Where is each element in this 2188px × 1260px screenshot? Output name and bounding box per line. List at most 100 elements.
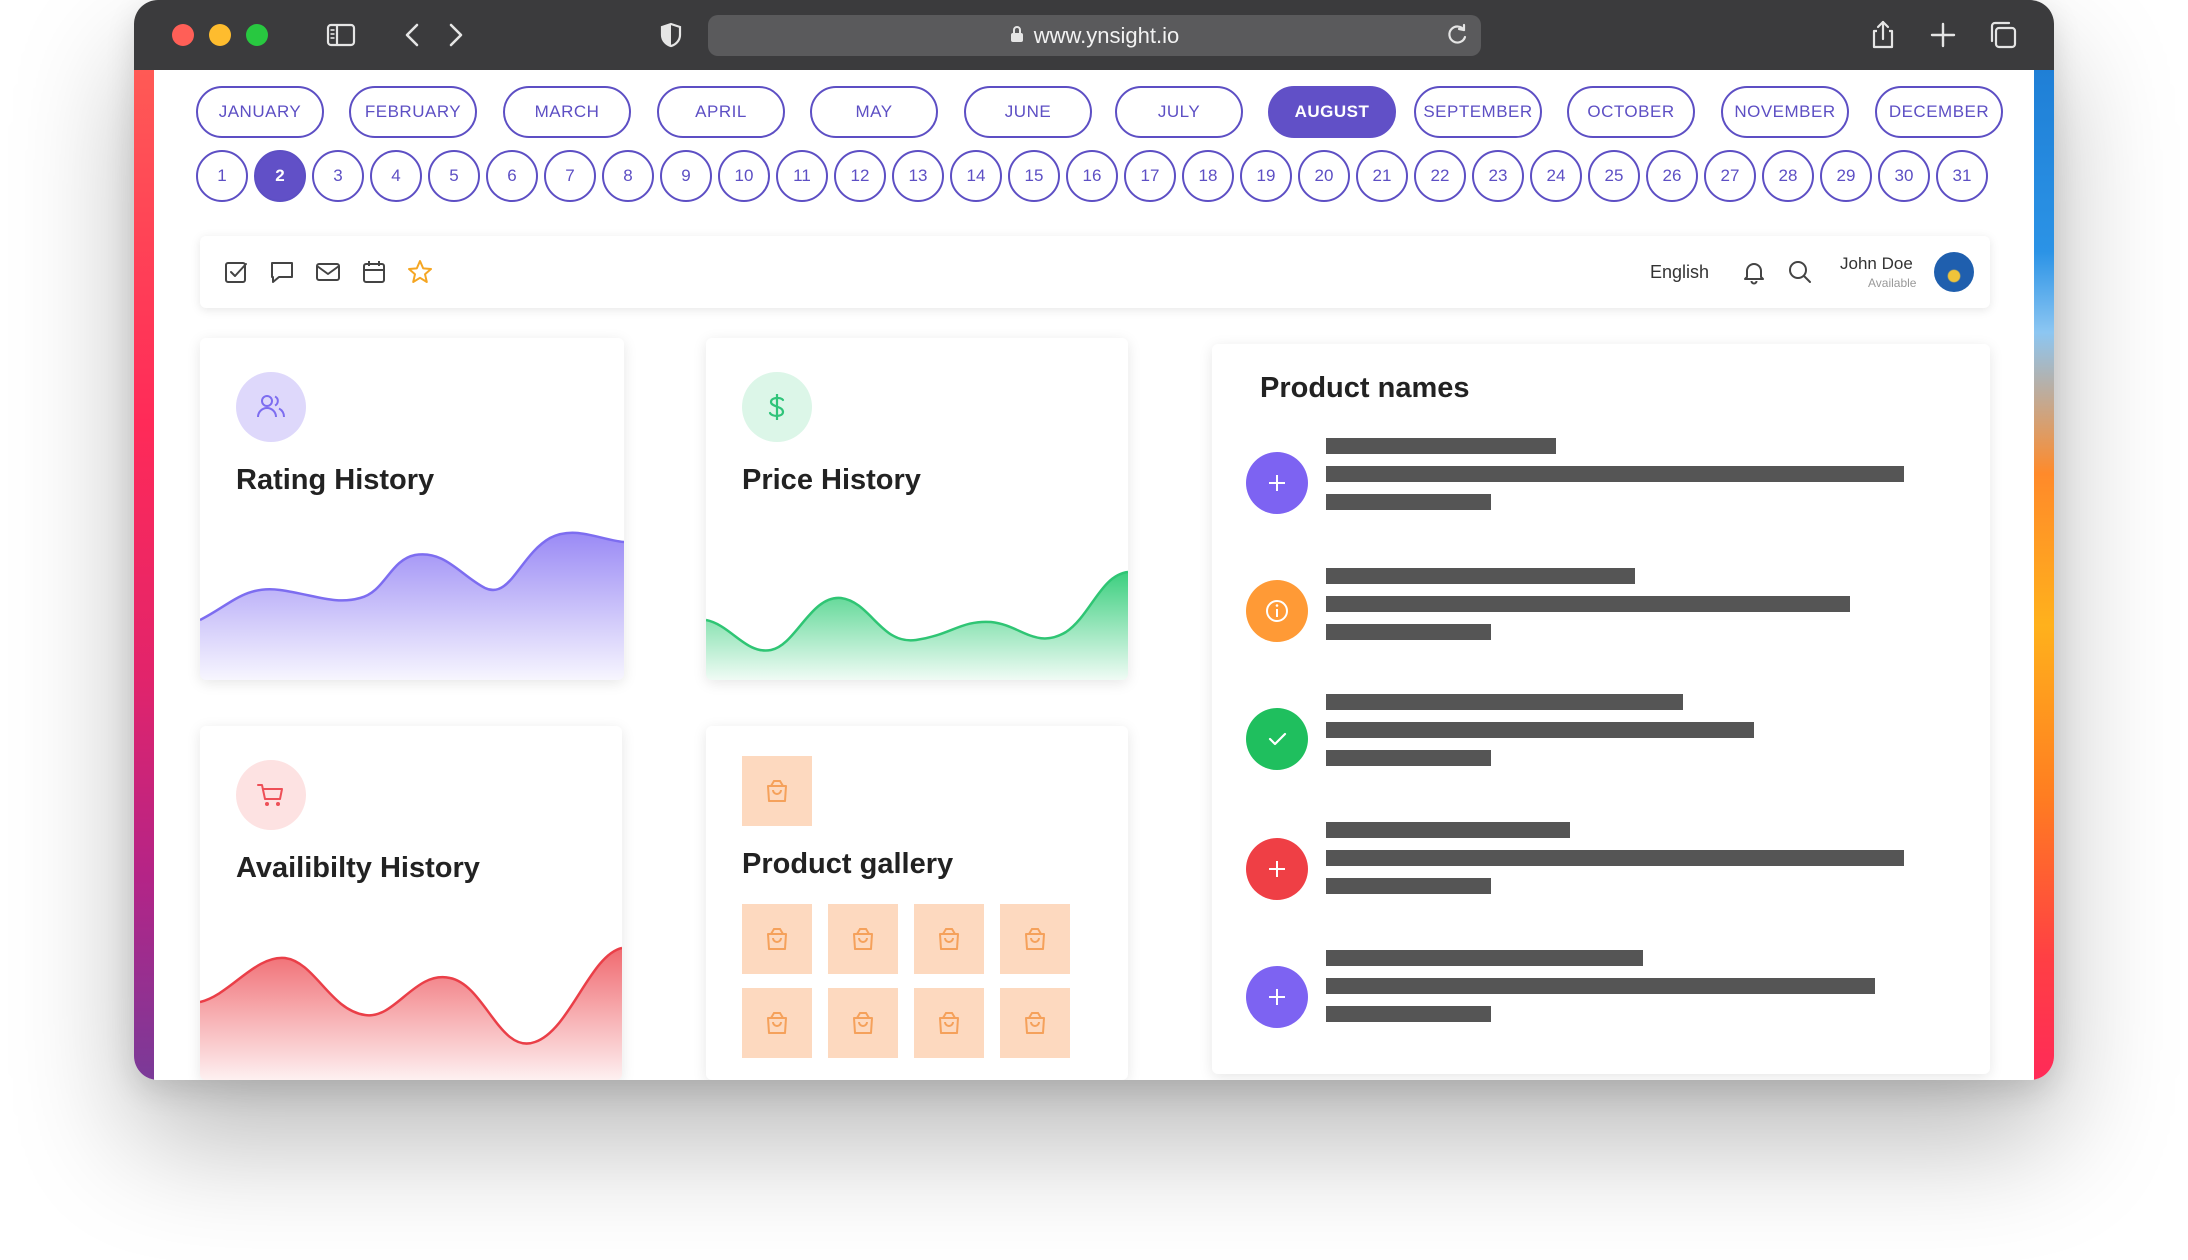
- price-history-chart: [706, 570, 1128, 680]
- day-26[interactable]: 26: [1646, 150, 1698, 202]
- gallery-item-bag-icon[interactable]: [1000, 904, 1070, 974]
- month-november[interactable]: NOVEMBER: [1721, 86, 1849, 138]
- placeholder-line: [1326, 850, 1904, 866]
- gallery-item-bag-icon[interactable]: [742, 988, 812, 1058]
- day-27[interactable]: 27: [1704, 150, 1756, 202]
- users-icon: [236, 372, 306, 442]
- dollar-icon: [742, 372, 812, 442]
- day-29[interactable]: 29: [1820, 150, 1872, 202]
- product-names-card: Product names: [1212, 344, 1990, 1074]
- gallery-item-bag-icon[interactable]: [828, 904, 898, 974]
- checkbox-icon[interactable]: [222, 258, 250, 286]
- sidebar-toggle-icon[interactable]: [324, 18, 358, 52]
- day-17[interactable]: 17: [1124, 150, 1176, 202]
- day-8[interactable]: 8: [602, 150, 654, 202]
- day-1[interactable]: 1: [196, 150, 248, 202]
- day-16[interactable]: 16: [1066, 150, 1118, 202]
- placeholder-line: [1326, 494, 1491, 510]
- close-window-button[interactable]: [172, 24, 194, 46]
- product-gallery-card[interactable]: Product gallery: [706, 726, 1128, 1080]
- rating-history-card[interactable]: Rating History: [200, 338, 624, 680]
- placeholder-line: [1326, 694, 1683, 710]
- month-march[interactable]: MARCH: [503, 86, 631, 138]
- placeholder-line: [1326, 722, 1754, 738]
- list-item[interactable]: [1246, 950, 1946, 1050]
- mail-icon[interactable]: [314, 258, 342, 286]
- day-24[interactable]: 24: [1530, 150, 1582, 202]
- placeholder-line: [1326, 950, 1643, 966]
- month-april[interactable]: APRIL: [657, 86, 785, 138]
- month-october[interactable]: OCTOBER: [1567, 86, 1695, 138]
- day-10[interactable]: 10: [718, 150, 770, 202]
- day-20[interactable]: 20: [1298, 150, 1350, 202]
- day-3[interactable]: 3: [312, 150, 364, 202]
- forward-icon[interactable]: [438, 18, 472, 52]
- list-item[interactable]: [1246, 822, 1946, 922]
- day-22[interactable]: 22: [1414, 150, 1466, 202]
- day-18[interactable]: 18: [1182, 150, 1234, 202]
- month-july[interactable]: JULY: [1115, 86, 1243, 138]
- chat-icon[interactable]: [268, 258, 296, 286]
- tab-overview-icon[interactable]: [1986, 18, 2020, 52]
- share-icon[interactable]: [1866, 18, 1900, 52]
- minimize-window-button[interactable]: [209, 24, 231, 46]
- month-january[interactable]: JANUARY: [196, 86, 324, 138]
- gallery-item-bag-icon[interactable]: [1000, 988, 1070, 1058]
- day-31[interactable]: 31: [1936, 150, 1988, 202]
- gallery-item-bag-icon[interactable]: [914, 988, 984, 1058]
- gallery-item-bag-icon[interactable]: [828, 988, 898, 1058]
- price-history-card[interactable]: Price History: [706, 338, 1128, 680]
- list-item[interactable]: [1246, 438, 1946, 538]
- list-item[interactable]: [1246, 694, 1946, 794]
- avatar[interactable]: [1934, 252, 1974, 292]
- month-august[interactable]: AUGUST: [1268, 86, 1396, 138]
- address-bar[interactable]: www.ynsight.io: [708, 15, 1481, 56]
- day-7[interactable]: 7: [544, 150, 596, 202]
- day-15[interactable]: 15: [1008, 150, 1060, 202]
- check-icon[interactable]: [1246, 708, 1308, 770]
- plus-icon[interactable]: [1246, 838, 1308, 900]
- url-text: www.ynsight.io: [1033, 22, 1180, 48]
- availability-history-card[interactable]: Availibilty History: [200, 726, 622, 1080]
- month-may[interactable]: MAY: [810, 86, 938, 138]
- user-name[interactable]: John Doe: [1840, 254, 1913, 273]
- day-25[interactable]: 25: [1588, 150, 1640, 202]
- list-item[interactable]: [1246, 568, 1946, 668]
- back-icon[interactable]: [396, 18, 430, 52]
- maximize-window-button[interactable]: [246, 24, 268, 46]
- info-icon[interactable]: [1246, 580, 1308, 642]
- day-13[interactable]: 13: [892, 150, 944, 202]
- gallery-item-bag-icon[interactable]: [742, 904, 812, 974]
- day-9[interactable]: 9: [660, 150, 712, 202]
- day-5[interactable]: 5: [428, 150, 480, 202]
- plus-icon[interactable]: [1246, 452, 1308, 514]
- day-19[interactable]: 19: [1240, 150, 1292, 202]
- placeholder-line: [1326, 1006, 1491, 1022]
- day-21[interactable]: 21: [1356, 150, 1408, 202]
- page-content: JANUARY FEBRUARY MARCH APRIL MAY JUNE JU…: [154, 70, 2034, 1080]
- day-28[interactable]: 28: [1762, 150, 1814, 202]
- star-icon[interactable]: [406, 258, 434, 286]
- day-23[interactable]: 23: [1472, 150, 1524, 202]
- reload-icon[interactable]: [1443, 21, 1471, 55]
- search-icon[interactable]: [1786, 258, 1814, 286]
- month-september[interactable]: SEPTEMBER: [1414, 86, 1542, 138]
- month-june[interactable]: JUNE: [964, 86, 1092, 138]
- day-30[interactable]: 30: [1878, 150, 1930, 202]
- day-4[interactable]: 4: [370, 150, 422, 202]
- calendar-icon[interactable]: [360, 258, 388, 286]
- language-selector[interactable]: English: [1650, 262, 1710, 282]
- day-12[interactable]: 12: [834, 150, 886, 202]
- privacy-shield-icon[interactable]: [654, 18, 688, 52]
- day-2[interactable]: 2: [254, 150, 306, 202]
- gallery-item-bag-icon[interactable]: [914, 904, 984, 974]
- app-toolbar: English John Doe Available: [200, 236, 1990, 308]
- new-tab-icon[interactable]: [1926, 18, 1960, 52]
- plus-icon[interactable]: [1246, 966, 1308, 1028]
- day-11[interactable]: 11: [776, 150, 828, 202]
- day-14[interactable]: 14: [950, 150, 1002, 202]
- day-6[interactable]: 6: [486, 150, 538, 202]
- bell-icon[interactable]: [1740, 258, 1768, 286]
- month-february[interactable]: FEBRUARY: [349, 86, 477, 138]
- month-december[interactable]: DECEMBER: [1875, 86, 2003, 138]
